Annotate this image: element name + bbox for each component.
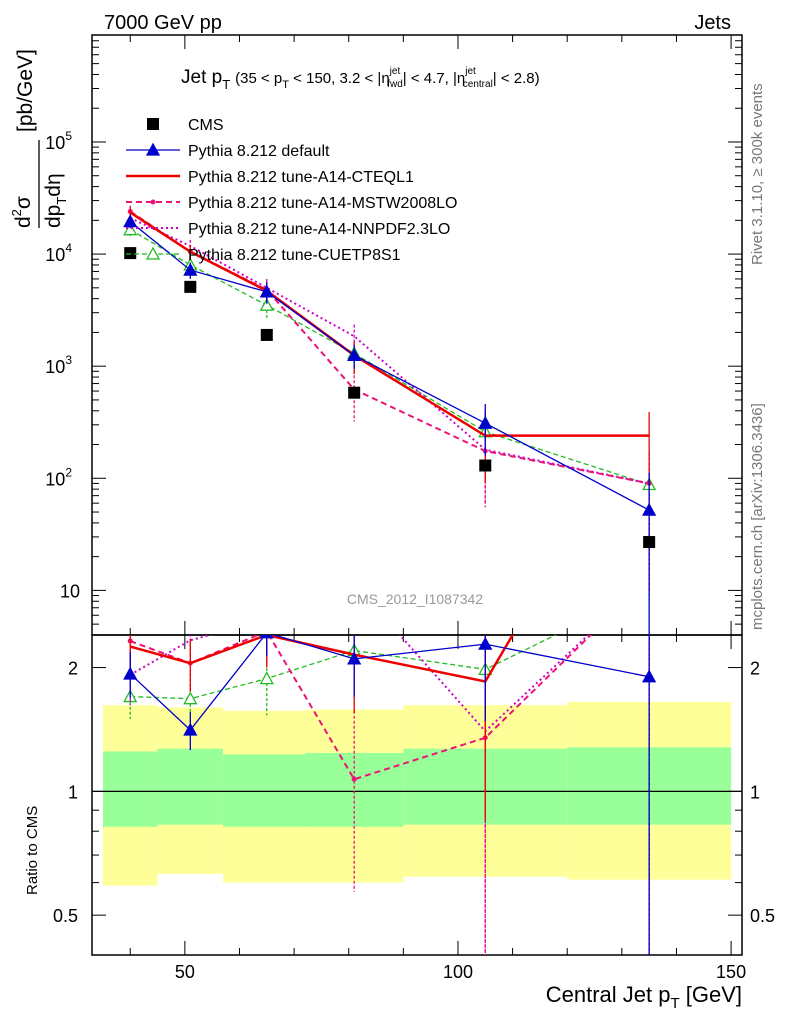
marker-cuetp <box>123 222 138 236</box>
legend-label-cteql1: Pythia 8.212 tune-A14-CTEQL1 <box>188 169 414 186</box>
main-y-axis-unit: [pb/GeV] <box>14 49 37 132</box>
ratio-marker-default <box>123 666 138 680</box>
series-default <box>123 214 657 635</box>
series-line-nnpdf <box>129 217 650 485</box>
analysis-watermark: CMS_2012_I1087342 <box>347 591 483 607</box>
ratio-marker-default <box>478 636 493 650</box>
rivet-version-label: Rivet 3.1.10, ≥ 300k events <box>749 83 766 265</box>
ratio-marker-mstw <box>351 776 357 782</box>
x-tick-label: 100 <box>443 962 473 982</box>
marker-default <box>642 502 657 516</box>
series-layer <box>123 205 657 635</box>
axis-ticks: 50 100 150 10 102 103 104 105 0.5 0.5 1 1 2 2 <box>45 34 775 982</box>
series-line-cuetp <box>129 229 650 486</box>
legend-marker-cms <box>147 118 159 130</box>
ratio-marker-mstw <box>264 629 269 634</box>
series-line-cteql1 <box>129 211 650 437</box>
legend-item-nnpdf: Pythia 8.212 tune-A14-NNPDF2.3LO <box>126 221 450 238</box>
y-tick-label: 104 <box>45 241 72 265</box>
legend-label-default: Pythia 8.212 default <box>188 143 330 160</box>
marker-cuetp <box>259 297 274 311</box>
marker-cms <box>643 536 656 549</box>
legend-item-cuetp: Pythia 8.212 tune-CUETP8S1 <box>126 246 401 264</box>
ratio-plot-frame <box>91 634 743 956</box>
marker-default <box>259 284 274 298</box>
ratio-tick-label-right: 1 <box>750 782 760 802</box>
marker-cms <box>479 459 492 472</box>
main-y-axis-label: d2σ dpTdη [pb/GeV] <box>9 49 69 228</box>
marker-default <box>478 415 493 429</box>
header-energy-label: 7000 GeV pp <box>104 12 222 34</box>
band-inner <box>157 748 224 825</box>
ratio-marker-default <box>347 651 362 665</box>
legend-item-cteql1: Pythia 8.212 tune-A14-CTEQL1 <box>126 169 414 186</box>
marker-cms <box>348 386 361 399</box>
legend-label-mstw: Pythia 8.212 tune-A14-MSTW2008LO <box>188 195 457 212</box>
legend-marker-mstw <box>150 199 156 205</box>
y-tick-label: 10 <box>60 581 80 601</box>
x-axis-label: Central Jet pT [GeV] <box>546 982 742 1012</box>
marker-cms <box>184 280 197 293</box>
ratio-line-cteql1 <box>129 635 515 683</box>
ratio-marker-default <box>642 669 657 683</box>
svg-text:dpTdη: dpTdη <box>42 173 69 228</box>
legend-item-mstw: Pythia 8.212 tune-A14-MSTW2008LO <box>126 195 457 212</box>
legend-item-cms: CMS <box>147 117 224 134</box>
ratio-tick-label-left: 0.5 <box>53 906 78 926</box>
band-inner <box>102 751 158 827</box>
cms-uncertainty-bands <box>92 701 742 886</box>
marker-cms <box>124 247 137 260</box>
legend-label-cms: CMS <box>188 117 224 134</box>
plot-title: Jet pT (35 < pT < 150, 3.2 < |ηjet fwd| < … <box>181 66 540 92</box>
ratio-tick-label-right: 2 <box>750 659 760 679</box>
series-line-default <box>129 221 650 511</box>
series-cms <box>124 247 656 549</box>
band-inner <box>305 752 404 827</box>
ratio-tick-label-right: 0.5 <box>750 906 775 926</box>
marker-cms <box>260 328 273 341</box>
header-jets-label: Jets <box>694 12 731 34</box>
ratio-marker-default <box>183 722 198 736</box>
ratio-line-default <box>129 635 650 731</box>
ratio-tick-label-left: 2 <box>68 659 78 679</box>
marker-default <box>347 347 362 361</box>
band-inner <box>223 754 306 827</box>
series-nnpdf <box>129 211 650 591</box>
marker-default <box>123 214 138 228</box>
ratio-series-default <box>123 635 657 955</box>
x-tick-label: 50 <box>175 962 195 982</box>
ratio-y-axis-label: Ratio to CMS <box>24 806 41 895</box>
y-tick-label: 102 <box>45 465 72 489</box>
ratio-line-cuetp <box>130 635 558 700</box>
svg-text:d2σ: d2σ <box>9 196 35 228</box>
ratio-marker-cuetp <box>259 671 274 685</box>
series-cuetp <box>123 222 657 602</box>
legend: CMS Pythia 8.212 default Pythia 8.212 tune… <box>126 117 457 264</box>
y-tick-label: 105 <box>45 129 72 153</box>
legend-item-default: Pythia 8.212 default <box>126 142 330 160</box>
legend-label-cuetp: Pythia 8.212 tune-CUETP8S1 <box>188 247 401 264</box>
legend-marker-default <box>145 142 161 156</box>
x-tick-label: 150 <box>716 962 746 982</box>
legend-marker-cuetp <box>145 246 161 260</box>
ratio-marker-cuetp <box>183 691 198 705</box>
mcplots-label: mcplots.cern.ch [arXiv:1306.3436] <box>749 403 766 630</box>
marker-default <box>183 262 198 276</box>
ratio-marker-default <box>259 635 274 639</box>
ratio-tick-label-left: 1 <box>68 782 78 802</box>
y-tick-label: 103 <box>45 353 72 377</box>
legend-label-nnpdf: Pythia 8.212 tune-A14-NNPDF2.3LO <box>188 221 450 238</box>
ratio-series-layer <box>123 629 657 955</box>
